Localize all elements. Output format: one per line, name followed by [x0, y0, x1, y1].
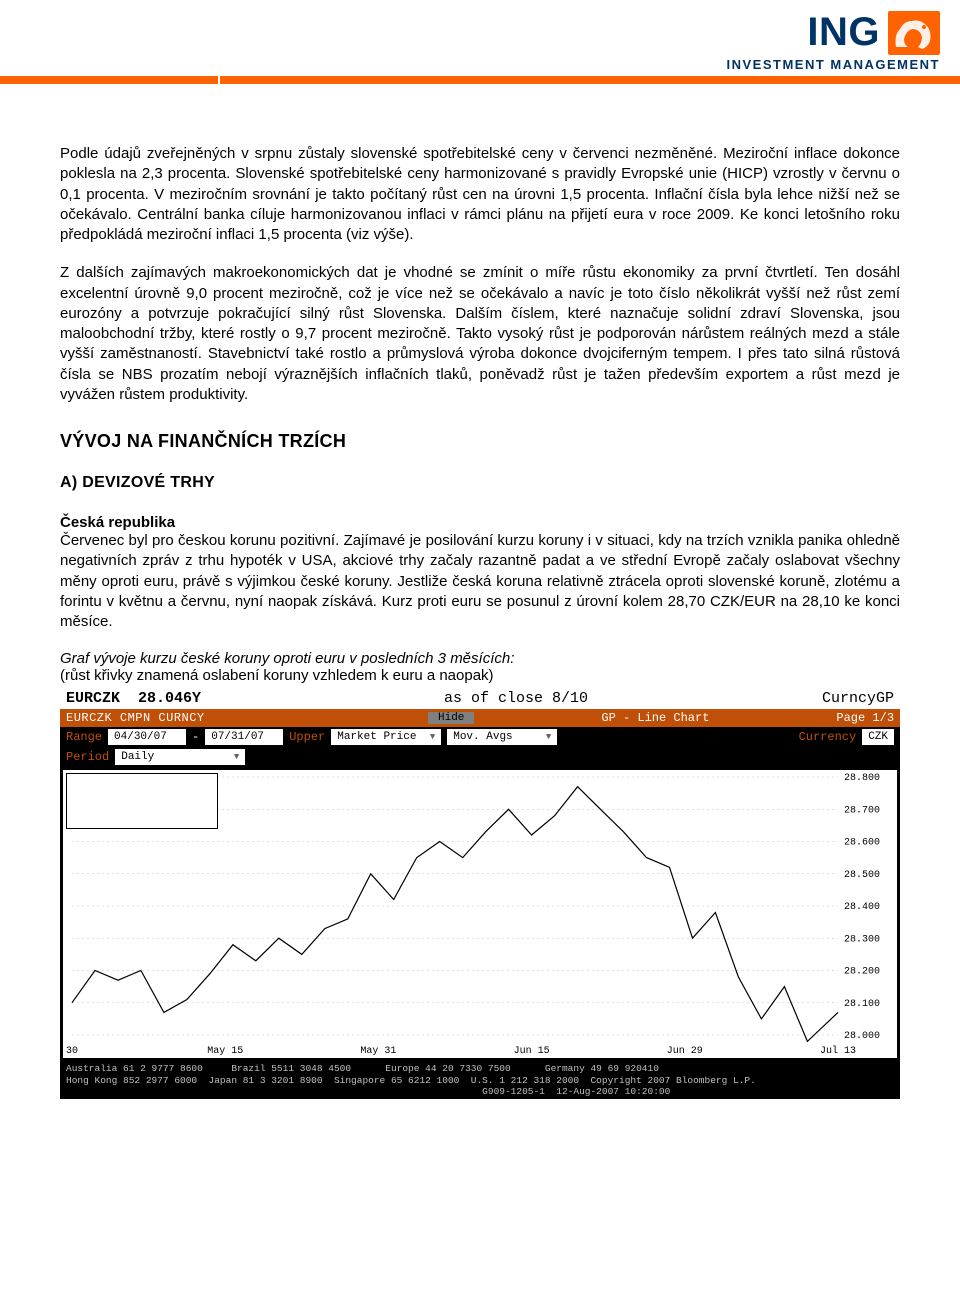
- section-heading-markets: VÝVOJ NA FINANČNÍCH TRZÍCH: [60, 431, 900, 452]
- ticker-symbol: EURCZK: [66, 690, 120, 707]
- stat-low-val: 27.973: [177, 814, 213, 827]
- period-select[interactable]: Daily▼: [115, 749, 245, 765]
- stat-high-label: High on 07/02/07: [71, 789, 167, 802]
- range-label: Range: [66, 730, 102, 744]
- terminal-instrument: EURCZK CMPN CURNCY: [66, 711, 428, 725]
- svg-text:28.800: 28.800: [844, 773, 880, 784]
- svg-text:28.300: 28.300: [844, 935, 880, 946]
- footer-line-2: Hong Kong 852 2977 6000 Japan 81 3 3201 …: [66, 1075, 756, 1086]
- hide-button[interactable]: Hide: [428, 712, 474, 724]
- svg-text:28.000: 28.000: [844, 1031, 880, 1042]
- as-of-label: as of close 8/10: [444, 690, 822, 707]
- svg-text:Jun 15: Jun 15: [514, 1046, 550, 1057]
- stat-low-label: Low on 07/26/07: [71, 814, 161, 827]
- stats-box: Last Price28.073 High on 07/02/0728.770 …: [66, 773, 218, 829]
- paragraph-2: Z dalších zajímavých makroekonomických d…: [60, 263, 900, 405]
- logo-area: ING INVESTMENT MANAGEMENT: [727, 0, 960, 76]
- terminal-controls-row-2: Period Daily▼: [60, 747, 900, 767]
- logo-tagline: INVESTMENT MANAGEMENT: [727, 57, 941, 72]
- page-indicator: Page 1/3: [836, 711, 894, 725]
- chart-caption-italic: Graf vývoje kurzu české koruny oproti eu…: [60, 650, 900, 667]
- chart-caption-plain: (růst křivky znamená oslabení koruny vzh…: [60, 667, 900, 684]
- terminal-title-row: EURCZK 28.046Y as of close 8/10 CurncyGP: [60, 688, 900, 709]
- lion-icon: [888, 11, 940, 55]
- svg-text:30: 30: [66, 1046, 78, 1057]
- ticker-value: 28.046Y: [138, 690, 201, 707]
- paragraph-1: Podle údajů zveřejněných v srpnu zůstaly…: [60, 144, 900, 245]
- svg-text:28.400: 28.400: [844, 902, 880, 913]
- stat-avg-val: 28.371: [177, 801, 213, 814]
- svg-text:Jul 13: Jul 13: [820, 1045, 856, 1057]
- currency-label: Currency: [799, 730, 857, 744]
- gp-label: CurncyGP: [822, 690, 894, 707]
- svg-text:May 31: May 31: [360, 1046, 396, 1057]
- svg-text:May 15: May 15: [207, 1046, 243, 1057]
- svg-text:28.700: 28.700: [844, 806, 880, 817]
- chart-plot-area: Last Price28.073 High on 07/02/0728.770 …: [62, 769, 898, 1059]
- terminal-controls-row-1: Range 04/30/07 - 07/31/07 Upper Market P…: [60, 727, 900, 747]
- stat-last-label: Last Price: [71, 776, 131, 789]
- document-body: Podle údajů zveřejněných v srpnu zůstaly…: [0, 84, 960, 1119]
- currency-field[interactable]: CZK: [862, 729, 894, 745]
- upper-label: Upper: [289, 730, 325, 744]
- date-to-field[interactable]: 07/31/07: [205, 729, 283, 745]
- svg-text:28.500: 28.500: [844, 870, 880, 881]
- paragraph-3: Červenec byl pro českou korunu pozitivní…: [60, 531, 900, 632]
- footer-line-3: G909-1205-1 12-Aug-2007 10:20:00: [66, 1086, 670, 1097]
- svg-text:28.600: 28.600: [844, 838, 880, 849]
- terminal-header-bar: EURCZK CMPN CURNCY Hide GP - Line Chart …: [60, 709, 900, 727]
- stat-last-val: 28.073: [177, 776, 213, 789]
- subsection-heading-fx: A) DEVIZOVÉ TRHY: [60, 474, 900, 492]
- market-price-select[interactable]: Market Price▼: [331, 729, 441, 745]
- logo-text: ING: [807, 10, 880, 55]
- period-label: Period: [66, 750, 109, 764]
- svg-text:28.200: 28.200: [844, 967, 880, 978]
- svg-text:Jun 29: Jun 29: [667, 1046, 703, 1057]
- svg-text:28.100: 28.100: [844, 999, 880, 1010]
- page-header: ING INVESTMENT MANAGEMENT: [0, 0, 960, 84]
- stat-avg-label: Average: [71, 801, 113, 814]
- date-from-field[interactable]: 04/30/07: [108, 729, 186, 745]
- terminal-footer: Australia 61 2 9777 8600 Brazil 5511 304…: [60, 1061, 900, 1099]
- stat-high-val: 28.770: [177, 789, 213, 802]
- footer-line-1: Australia 61 2 9777 8600 Brazil 5511 304…: [66, 1063, 659, 1074]
- mov-avgs-select[interactable]: Mov. Avgs▼: [447, 729, 557, 745]
- chart-type-label: GP - Line Chart: [474, 711, 836, 725]
- divider-bar: [0, 76, 960, 84]
- country-heading: Česká republika: [60, 514, 900, 531]
- bloomberg-terminal: EURCZK 28.046Y as of close 8/10 CurncyGP…: [60, 688, 900, 1099]
